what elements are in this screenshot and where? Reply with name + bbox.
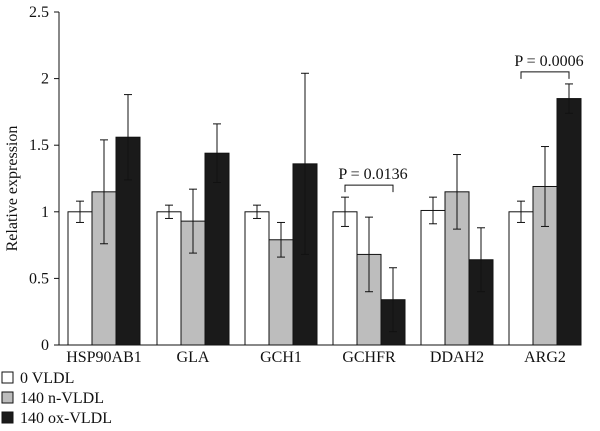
bar — [156, 211, 182, 346]
bar — [67, 211, 93, 346]
bar — [204, 152, 230, 346]
significance-bracket — [520, 71, 570, 79]
significance-bracket — [344, 184, 394, 193]
bar — [508, 211, 534, 346]
y-axis-label: Relative expression — [4, 126, 21, 252]
p-value-label: P = 0.0136 — [338, 166, 407, 183]
legend: 0 VLDL 140 n-VLDL 140 ox-VLDL — [1, 370, 112, 427]
legend-label: 140 ox-VLDL — [20, 410, 112, 427]
legend-swatch — [1, 371, 14, 384]
error-bars-group — [76, 72, 573, 333]
y-tick-label: 0 — [41, 337, 49, 354]
legend-label: 140 n-VLDL — [20, 390, 104, 407]
annotations-group: P = 0.0136 P = 0.0006 — [338, 53, 584, 193]
bar — [332, 211, 358, 346]
legend-swatch — [1, 411, 14, 424]
y-tick-label: 2 — [41, 71, 49, 88]
bar — [556, 98, 582, 346]
legend-label: 0 VLDL — [20, 370, 74, 387]
x-axis: HSP90AB1 GLA GCH1 GCHFR DDAH2 ARG2 — [59, 344, 580, 366]
y-tick-label: 1.5 — [29, 137, 49, 154]
bar — [244, 211, 270, 346]
y-tick-label: 2.5 — [29, 4, 49, 21]
x-tick-label: DDAH2 — [430, 349, 484, 366]
y-tick-label: 0.5 — [29, 270, 49, 287]
x-tick-label: GCH1 — [260, 349, 302, 366]
y-axis: 0 0.5 1 1.5 2 2.5 — [29, 4, 60, 354]
x-tick-label: HSP90AB1 — [66, 349, 142, 366]
bar — [420, 209, 446, 346]
y-tick-label: 1 — [41, 204, 49, 221]
x-tick-label: GLA — [177, 349, 210, 366]
x-tick-label: ARG2 — [524, 349, 566, 366]
legend-swatch — [1, 391, 14, 404]
x-tick-label: GCHFR — [342, 349, 396, 366]
p-value-label: P = 0.0006 — [514, 53, 583, 70]
bars-group — [67, 98, 582, 346]
